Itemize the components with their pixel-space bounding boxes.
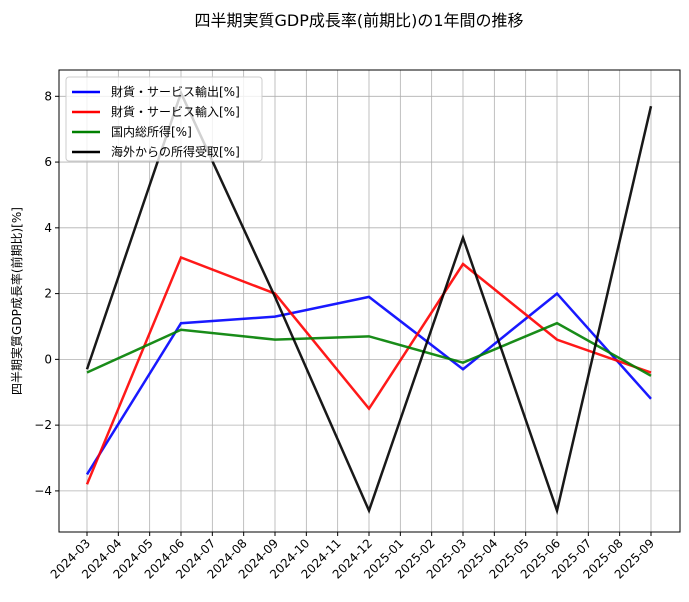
legend-label: 国内総所得[%] — [111, 124, 192, 139]
series-line-1 — [85, 255, 652, 485]
legend-box — [65, 76, 263, 162]
y-tick-label: 2 — [44, 287, 52, 301]
y-tick-label: 8 — [44, 89, 52, 103]
legend-label: 海外からの所得受取[%] — [111, 144, 240, 159]
legend-label: 財貨・サービス輸入[%] — [111, 104, 240, 119]
y-tick-label: 4 — [44, 221, 52, 235]
axis-ticks: 2024-032024-042024-052024-062024-072024-… — [34, 89, 657, 581]
series-line-2 — [86, 321, 652, 377]
y-tick-label: 0 — [44, 352, 52, 366]
legend-label: 財貨・サービス輸出[%] — [111, 84, 240, 99]
y-tick-label: −2 — [34, 418, 52, 432]
y-tick-label: 6 — [44, 155, 52, 169]
legend: 財貨・サービス輸出[%] 財貨・サービス輸入[%] 国内総所得[%] 海外からの所得受… — [65, 76, 263, 162]
series-line-0 — [85, 291, 652, 476]
y-axis-label: 四半期実質GDP成長率(前期比)[%] — [9, 207, 24, 395]
y-tick-label: −4 — [34, 484, 52, 498]
chart-title: 四半期実質GDP成長率(前期比)の1年間の推移 — [194, 11, 523, 30]
